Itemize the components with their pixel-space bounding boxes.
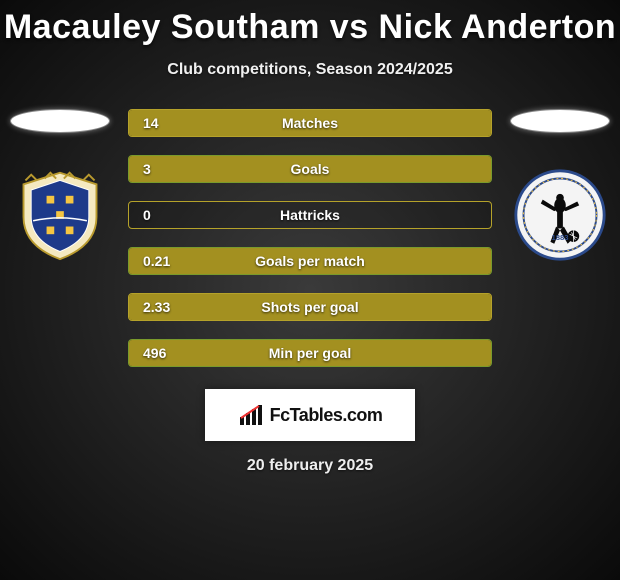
right-flag-icon [510,109,610,133]
left-flag-icon [10,109,110,133]
svg-text:1883: 1883 [551,233,568,242]
comparison-content: 14Matches 3Goals 0Hattricks 0.21Goals per m… [0,109,620,367]
stats-bars: 14Matches 3Goals 0Hattricks 0.21Goals per m… [120,109,500,367]
stat-label: Hattricks [129,207,491,223]
page-title: Macauley Southam vs Nick Anderton [0,0,620,47]
stat-bar: 2.33Shots per goal [128,293,492,321]
left-side [0,109,120,263]
right-side: 1883 [500,109,620,263]
stat-bar: 3Goals [128,155,492,183]
left-club-crest [10,167,110,263]
stat-label: Goals [129,161,491,177]
stat-bar: 496Min per goal [128,339,492,367]
stat-label: Matches [129,115,491,131]
branding-badge: FcTables.com [205,389,415,441]
stat-bar: 14Matches [128,109,492,137]
page-subtitle: Club competitions, Season 2024/2025 [0,61,620,79]
right-club-crest: 1883 [510,167,610,263]
stat-label: Goals per match [129,253,491,269]
stat-label: Shots per goal [129,299,491,315]
branding-logo-icon [238,403,266,427]
branding-text: FcTables.com [270,405,383,426]
stat-bar: 0Hattricks [128,201,492,229]
snapshot-date: 20 february 2025 [0,457,620,475]
stat-label: Min per goal [129,345,491,361]
stat-bar: 0.21Goals per match [128,247,492,275]
